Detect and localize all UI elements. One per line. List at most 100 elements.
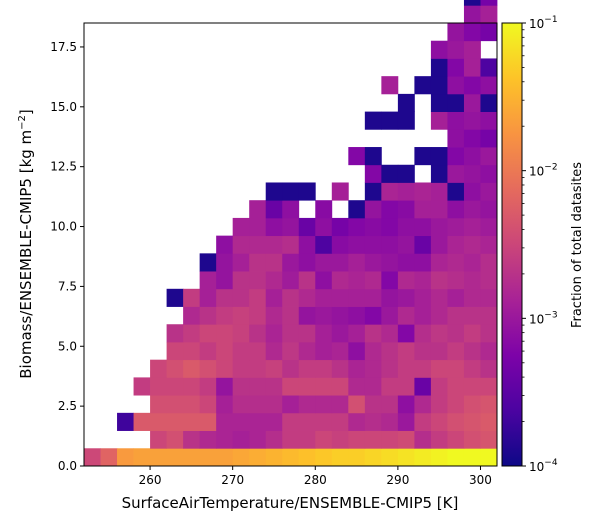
heatmap-cell <box>463 217 481 237</box>
heatmap-cell <box>315 395 333 414</box>
heatmap-cell <box>430 200 448 219</box>
heatmap-cell <box>447 341 465 361</box>
heatmap-cell <box>397 271 415 290</box>
heatmap-cell <box>282 306 300 325</box>
heatmap-cell <box>183 306 201 325</box>
heatmap-cell <box>348 271 366 290</box>
heatmap-cell <box>447 200 465 219</box>
heatmap-cell <box>480 0 498 6</box>
heatmap-cell <box>348 377 366 396</box>
heatmap-cell <box>133 377 151 396</box>
heatmap-cell <box>348 147 366 166</box>
heatmap-cell <box>199 306 217 325</box>
heatmap-cell <box>331 359 349 378</box>
heatmap-cell <box>447 182 465 201</box>
heatmap-cell <box>397 448 415 467</box>
heatmap-cell <box>364 235 382 254</box>
heatmap-cell <box>348 235 366 254</box>
colorbar-ticks: 10−1 10−2 10−3 10−4 <box>522 15 558 474</box>
x-axis: 260 270 280 290 300 <box>139 466 492 487</box>
heatmap-cell <box>414 306 432 325</box>
heatmap-cell <box>463 5 481 24</box>
heatmap-cell <box>397 412 415 431</box>
heatmap-cell <box>414 341 432 361</box>
heatmap-cell <box>331 341 349 361</box>
y-tick-label: 0.0 <box>58 459 77 473</box>
heatmap-cell <box>298 306 316 325</box>
heatmap-cell <box>480 58 498 77</box>
heatmap-cell <box>447 40 465 59</box>
heatmap-cell <box>315 430 333 449</box>
heatmap-cell <box>463 235 481 254</box>
heatmap-cell <box>348 217 366 237</box>
heatmap-cell <box>463 23 481 42</box>
heatmap-cell <box>364 253 382 272</box>
heatmap-cell <box>447 76 465 95</box>
heatmap-cell <box>166 395 184 414</box>
y-tick-label: 2.5 <box>58 399 77 413</box>
heatmap-cell <box>414 395 432 414</box>
heatmap-cell <box>381 359 399 378</box>
heatmap-cell <box>397 288 415 307</box>
heatmap-cell <box>381 76 399 95</box>
heatmap-cell <box>463 288 481 307</box>
heatmap-cell <box>447 448 465 467</box>
heatmap-cell <box>315 235 333 254</box>
heatmap-cell <box>381 111 399 130</box>
heatmap-cell <box>430 111 448 130</box>
heatmap-cell <box>381 430 399 449</box>
heatmap-cell <box>331 288 349 307</box>
heatmap-cell <box>265 430 283 449</box>
heatmap-cell <box>232 395 250 414</box>
heatmap-cell <box>480 182 498 201</box>
heatmap-cell <box>480 164 498 183</box>
heatmap-cell <box>480 306 498 325</box>
heatmap-cell <box>364 271 382 290</box>
heatmap-cell <box>397 111 415 130</box>
heatmap-cell <box>150 377 167 396</box>
heatmap-cell <box>348 448 366 467</box>
heatmap-cell <box>480 200 498 219</box>
heatmap-cell <box>430 430 448 449</box>
heatmap-cell <box>331 395 349 414</box>
heatmap-cell <box>414 448 432 467</box>
heatmap-cell <box>414 288 432 307</box>
heatmap-cell <box>463 253 481 272</box>
heatmap-cell <box>480 129 498 148</box>
heatmap-cell <box>199 359 217 378</box>
heatmap-cell <box>348 395 366 414</box>
heatmap-cell <box>430 288 448 307</box>
heatmap-cell <box>315 217 333 237</box>
heatmap-cell <box>348 200 366 219</box>
heatmap-cell <box>265 324 283 343</box>
heatmap-cell <box>348 412 366 431</box>
heatmap-cell <box>199 412 217 431</box>
heatmap-cell <box>480 217 498 237</box>
heatmap-cell <box>298 288 316 307</box>
heatmap-cell <box>447 253 465 272</box>
heatmap-cell <box>430 377 448 396</box>
colorbar-tick-label: 10−4 <box>529 458 558 474</box>
heatmap-cell <box>463 430 481 449</box>
heatmap-cell <box>414 377 432 396</box>
x-tick-label: 280 <box>304 473 327 487</box>
heatmap-cell <box>397 395 415 414</box>
heatmap-cell <box>480 235 498 254</box>
heatmap-cell <box>430 306 448 325</box>
heatmap-cell <box>265 448 283 467</box>
heatmap-cell <box>150 359 167 378</box>
heatmap-cell <box>150 412 167 431</box>
heatmap-cell <box>249 217 267 237</box>
heatmap-cell <box>430 217 448 237</box>
heatmap-cell <box>381 306 399 325</box>
heatmap-cell <box>463 147 481 166</box>
heatmap-cell <box>249 430 267 449</box>
heatmap-cell <box>331 324 349 343</box>
heatmap-cell <box>463 76 481 95</box>
heatmap-cell <box>249 253 267 272</box>
heatmap-cell <box>216 430 234 449</box>
heatmap-cell <box>463 200 481 219</box>
x-tick-label: 300 <box>469 473 492 487</box>
heatmap-cell <box>199 377 217 396</box>
heatmap-cell <box>381 448 399 467</box>
